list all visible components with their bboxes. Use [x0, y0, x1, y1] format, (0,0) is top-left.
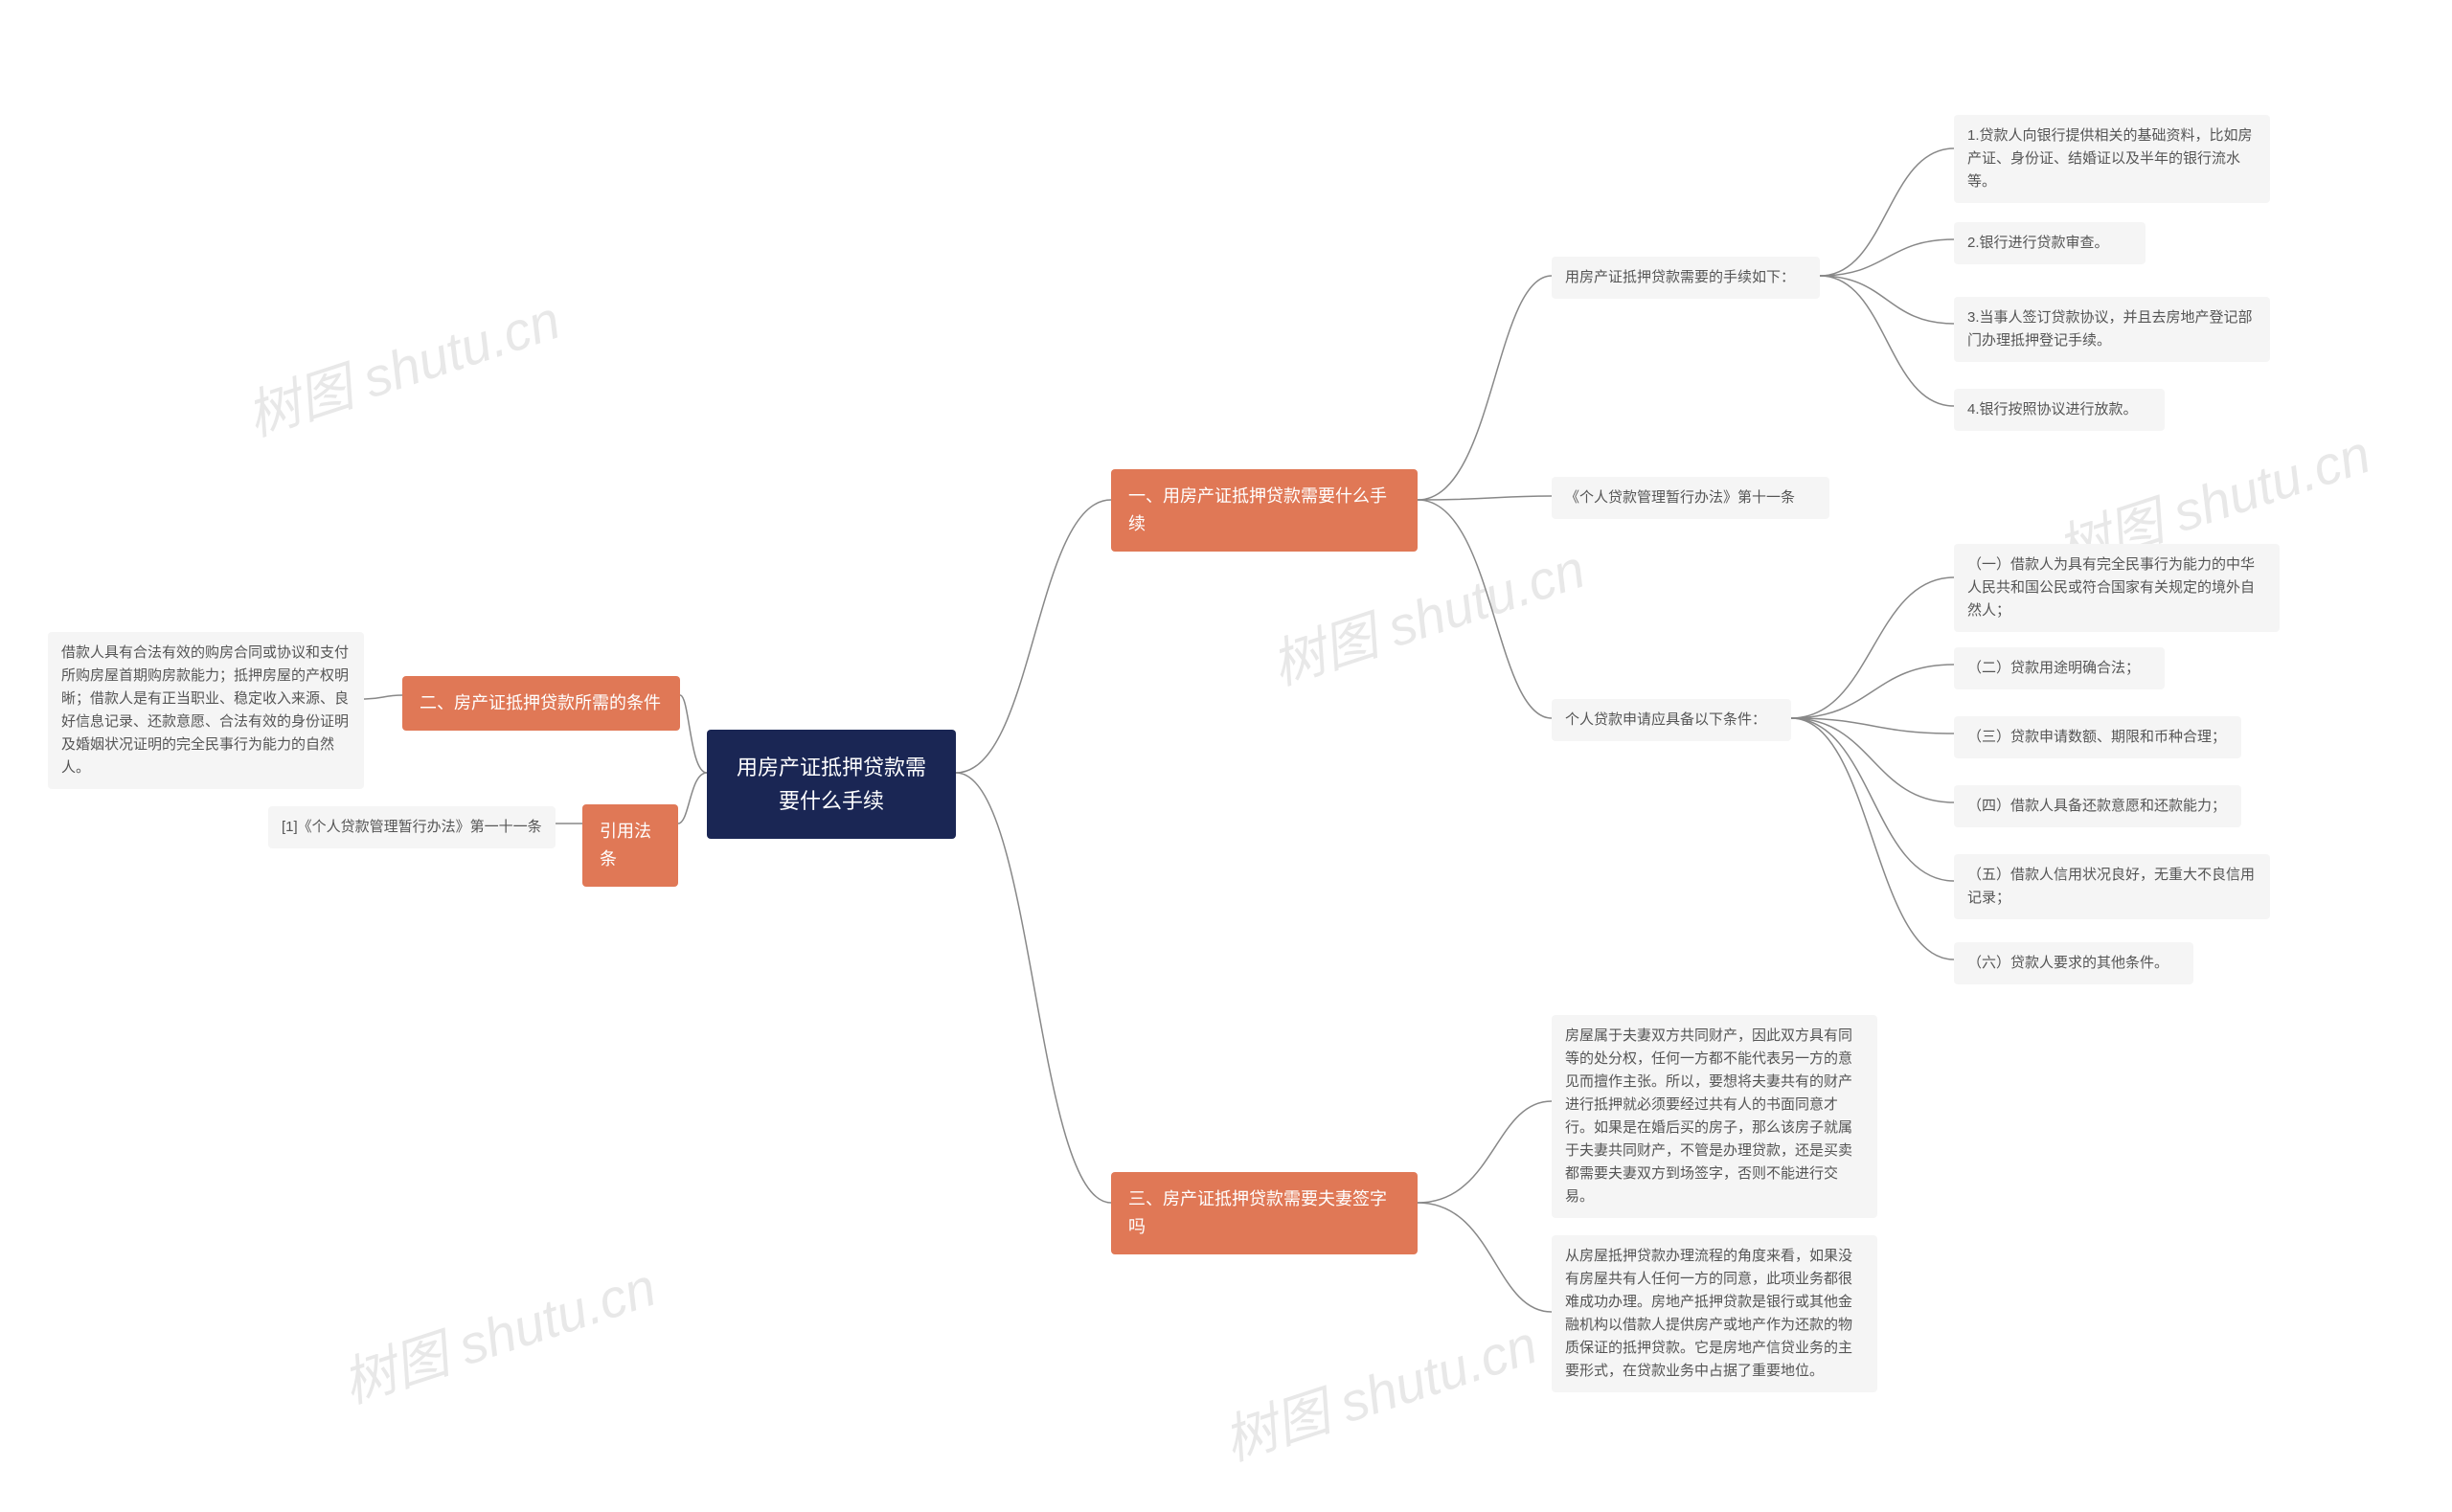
s1c-item-2: （二）贷款用途明确合法； [1954, 647, 2165, 689]
s2-leaf: 借款人具有合法有效的购房合同或协议和支付所购房屋首期购房款能力；抵押房屋的产权明… [48, 632, 364, 789]
s3-para-1: 房屋属于夫妻双方共同财产，因此双方具有同等的处分权，任何一方都不能代表另一方的意… [1552, 1015, 1877, 1218]
s1a-item-4: 4.银行按照协议进行放款。 [1954, 389, 2165, 431]
s3-para-2: 从房屋抵押贷款办理流程的角度来看，如果没有房屋共有人任何一方的同意，此项业务都很… [1552, 1235, 1877, 1392]
cite: 引用法条 [582, 804, 678, 887]
section-1a: 用房产证抵押贷款需要的手续如下： [1552, 257, 1820, 299]
watermark: 树图 shutu.cn [331, 1245, 665, 1419]
watermark: 树图 shutu.cn [1260, 527, 1594, 701]
s1c-item-3: （三）贷款申请数额、期限和币种合理； [1954, 716, 2241, 758]
section-3: 三、房产证抵押贷款需要夫妻签字吗 [1111, 1172, 1418, 1254]
watermark: 树图 shutu.cn [236, 278, 569, 452]
root-node: 用房产证抵押贷款需要什么手续 [707, 730, 956, 839]
section-1: 一、用房产证抵押贷款需要什么手续 [1111, 469, 1418, 552]
section-1c: 个人贷款申请应具备以下条件： [1552, 699, 1791, 741]
s1a-item-3: 3.当事人签订贷款协议，并且去房地产登记部门办理抵押登记手续。 [1954, 297, 2270, 362]
section-1b: 《个人贷款管理暂行办法》第十一条 [1552, 477, 1829, 519]
s1c-item-6: （六）贷款人要求的其他条件。 [1954, 942, 2193, 984]
section-2: 二、房产证抵押贷款所需的条件 [402, 676, 680, 731]
s1a-item-1: 1.贷款人向银行提供相关的基础资料，比如房产证、身份证、结婚证以及半年的银行流水… [1954, 115, 2270, 203]
cite-leaf: [1]《个人贷款管理暂行办法》第一十一条 [268, 806, 556, 848]
s1c-item-5: （五）借款人信用状况良好，无重大不良信用记录； [1954, 854, 2270, 919]
s1c-item-4: （四）借款人具备还款意愿和还款能力； [1954, 785, 2241, 827]
s1c-item-1: （一）借款人为具有完全民事行为能力的中华人民共和国公民或符合国家有关规定的境外自… [1954, 544, 2280, 632]
s1a-item-2: 2.银行进行贷款审查。 [1954, 222, 2146, 264]
watermark: 树图 shutu.cn [1213, 1302, 1546, 1477]
